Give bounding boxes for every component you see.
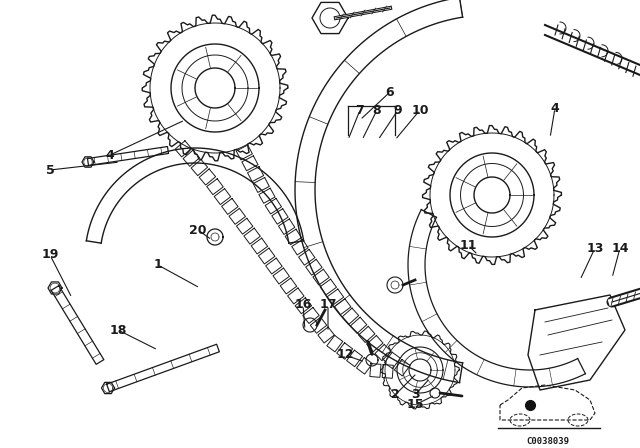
Text: 16: 16 xyxy=(294,298,312,311)
Text: 20: 20 xyxy=(189,224,207,237)
Text: C0038039: C0038039 xyxy=(527,437,570,446)
Text: 3: 3 xyxy=(411,388,419,401)
Text: 17: 17 xyxy=(319,298,337,311)
Text: 9: 9 xyxy=(394,103,403,116)
Text: 7: 7 xyxy=(356,103,364,116)
Text: 14: 14 xyxy=(611,241,628,254)
Text: 2: 2 xyxy=(390,388,399,401)
Text: 19: 19 xyxy=(42,249,59,262)
Text: 12: 12 xyxy=(336,349,354,362)
Text: 4: 4 xyxy=(106,148,115,161)
Text: 5: 5 xyxy=(45,164,54,177)
Text: 15: 15 xyxy=(406,399,424,412)
Text: 18: 18 xyxy=(109,323,127,336)
Text: 4: 4 xyxy=(550,102,559,115)
Text: 10: 10 xyxy=(412,103,429,116)
Text: 13: 13 xyxy=(586,241,604,254)
Text: 8: 8 xyxy=(372,103,381,116)
Text: 6: 6 xyxy=(386,86,394,99)
Text: 11: 11 xyxy=(460,238,477,251)
Text: 1: 1 xyxy=(154,258,163,271)
